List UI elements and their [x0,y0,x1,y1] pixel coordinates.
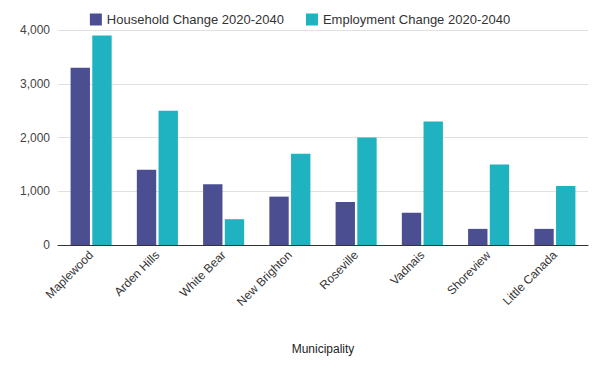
svg-text:Roseville: Roseville [317,248,362,293]
svg-text:Vadnais: Vadnais [387,248,427,288]
svg-text:Little Canada: Little Canada [500,248,560,308]
svg-text:Maplewood: Maplewood [43,248,96,301]
svg-text:1,000: 1,000 [20,184,50,198]
svg-text:4,000: 4,000 [20,23,50,37]
svg-text:Shoreview: Shoreview [444,248,494,298]
svg-text:Employment Change 2020-2040: Employment Change 2020-2040 [323,12,510,27]
svg-text:White Bear: White Bear [177,248,229,300]
svg-text:3,000: 3,000 [20,77,50,91]
svg-text:0: 0 [43,238,50,252]
svg-text:New Brighton: New Brighton [234,248,295,309]
svg-text:Arden Hills: Arden Hills [111,248,162,299]
svg-text:Household Change 2020-2040: Household Change 2020-2040 [107,12,284,27]
svg-text:Municipality: Municipality [292,342,355,356]
svg-text:2,000: 2,000 [20,131,50,145]
